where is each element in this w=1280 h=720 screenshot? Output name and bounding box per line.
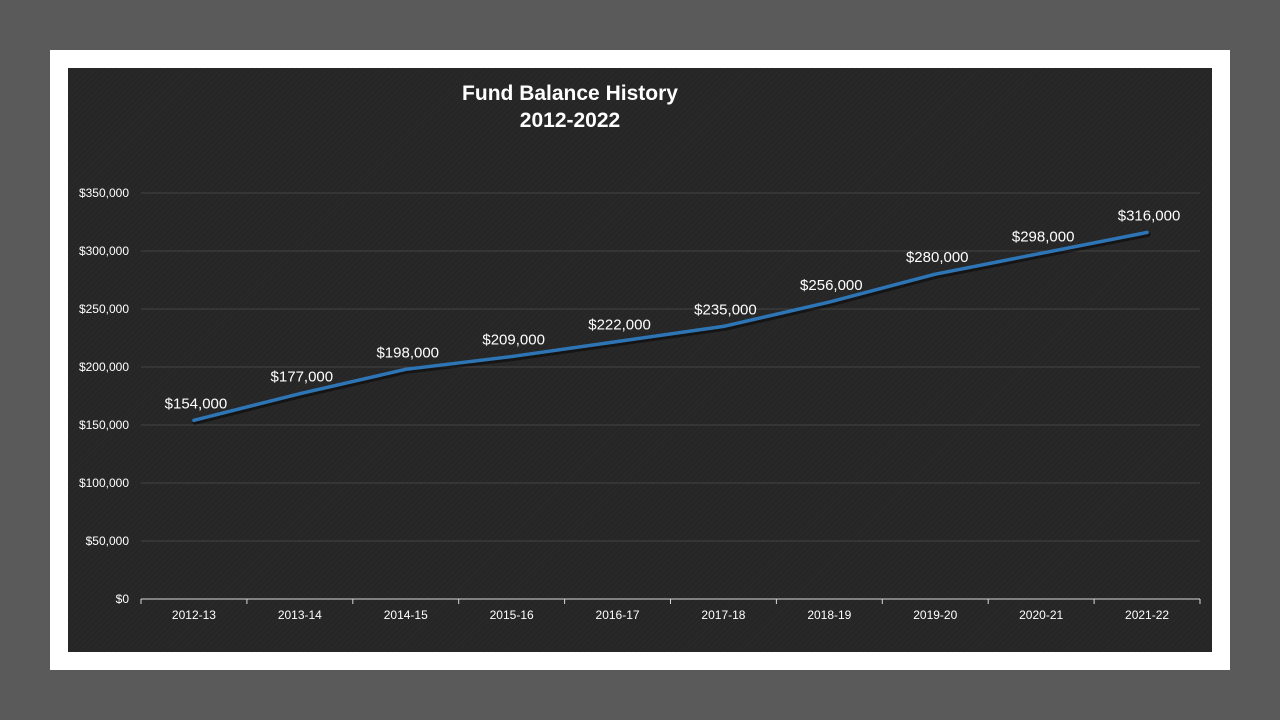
chart-title: Fund Balance History [462,82,678,105]
y-tick-label: $100,000 [79,476,129,490]
data-point [298,392,302,396]
data-label: $235,000 [694,301,757,318]
data-label: $209,000 [482,332,545,349]
x-tick-label: 2020-21 [1019,608,1063,622]
chart-subtitle: 2012-2022 [519,109,621,132]
data-point [1145,230,1149,234]
x-tick-label: 2019-20 [913,608,957,622]
x-tick-label: 2017-18 [701,608,745,622]
data-label: $280,000 [906,249,969,266]
y-tick-label: $350,000 [79,186,129,200]
x-tick-label: 2014-15 [384,608,428,622]
data-label: $298,000 [1012,228,1075,245]
x-tick-label: 2015-16 [490,608,534,622]
data-point [721,324,725,328]
data-label: $256,000 [800,277,863,294]
data-label: $316,000 [1118,207,1181,224]
x-tick-label: 2013-14 [278,608,322,622]
data-label: $198,000 [376,344,439,361]
data-label: $177,000 [271,369,334,386]
data-point [404,367,408,371]
y-tick-label: $50,000 [86,534,130,548]
x-tick-label: 2018-19 [807,608,851,622]
y-tick-label: $250,000 [79,302,129,316]
chart-frame: Fund Balance History 2012-2022 $0 $50,000… [50,50,1230,670]
data-point [827,300,831,304]
line-chart: $0 $50,000 $100,000 $150,000 $200,000 $250,00… [79,186,1201,622]
data-point [1039,251,1043,255]
data-point [510,355,514,359]
y-tick-label: $200,000 [79,360,129,374]
data-point [933,272,937,276]
data-point [192,418,196,422]
data-label: $154,000 [165,395,228,412]
data-point [616,339,620,343]
y-tick-label: $0 [116,592,130,606]
y-tick-label: $300,000 [79,244,129,258]
x-tick-label: 2021-22 [1125,608,1169,622]
series-line [192,230,1149,423]
series-line-shadow [192,231,1151,425]
x-tick-label: 2016-17 [596,608,640,622]
x-tick-label: 2012-13 [172,608,216,622]
y-tick-label: $150,000 [79,418,129,432]
data-label: $222,000 [588,316,651,333]
chart-area: Fund Balance History 2012-2022 $0 $50,000… [68,68,1212,652]
